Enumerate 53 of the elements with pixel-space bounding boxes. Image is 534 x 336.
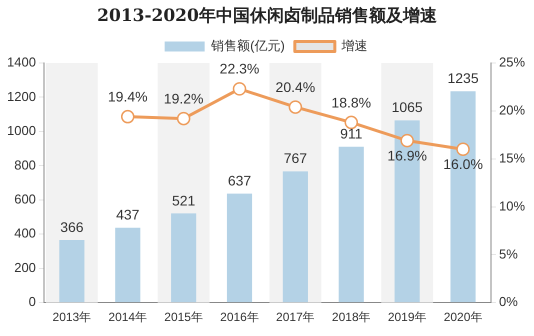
y2-tick-label: 25% — [498, 54, 526, 70]
data-label: 437 — [116, 206, 140, 223]
y-tick-label: 800 — [14, 157, 36, 172]
x-tick-label: 2019年 — [388, 310, 427, 324]
y-tick-label: 600 — [14, 191, 36, 206]
y2-tick-label: 15% — [498, 150, 526, 166]
y2-tick-label: 5% — [498, 246, 518, 262]
data-label: 22.3% — [220, 60, 260, 77]
point — [456, 142, 470, 156]
bar — [59, 240, 84, 302]
data-label: 1065 — [392, 99, 423, 116]
x-tick-label: 2014年 — [108, 310, 148, 324]
y-tick-label: 200 — [14, 260, 36, 275]
data-label: 521 — [172, 192, 196, 208]
y2-tick-label: 20% — [498, 102, 526, 118]
bar — [338, 146, 364, 302]
x-tick-label: 2016年 — [220, 310, 259, 324]
x-tick-label: 2020年 — [444, 310, 482, 324]
data-label: 19.2% — [164, 90, 204, 106]
point — [288, 100, 302, 114]
point — [120, 110, 134, 124]
point — [344, 116, 358, 130]
data-label: 637 — [228, 172, 252, 188]
legend-label: 销售额(亿元) — [210, 38, 285, 54]
y-tick-label: 1000 — [7, 123, 36, 138]
point — [400, 134, 414, 148]
chart-title: 2013-2020年中国休闲卤制品销售额及增速 — [96, 5, 438, 28]
y-tick-label: 1400 — [7, 54, 36, 70]
bar — [115, 228, 140, 302]
data-label: 366 — [60, 218, 84, 235]
x-tick-label: 2013年 — [52, 310, 92, 324]
y2-tick-label: 0% — [498, 294, 518, 310]
point — [176, 112, 190, 126]
y-tick-label: 400 — [14, 226, 36, 241]
x-tick-label: 2015年 — [164, 310, 203, 324]
data-label: 1235 — [447, 70, 479, 86]
data-label: 18.8% — [331, 94, 372, 110]
data-label: 16.9% — [387, 147, 428, 164]
point — [232, 82, 246, 96]
data-label: 911 — [340, 126, 363, 142]
bar — [226, 194, 252, 302]
data-label: 16.0% — [443, 156, 483, 172]
bar — [282, 171, 308, 302]
y2-tick-label: 10% — [498, 198, 526, 214]
data-label: 20.4% — [276, 78, 316, 95]
data-label: 19.4% — [108, 88, 148, 105]
bar — [171, 213, 196, 302]
legend-label: 增速 — [340, 38, 368, 54]
x-tick-label: 2018年 — [332, 310, 371, 324]
y-tick-label: 0 — [28, 294, 36, 310]
y-tick-label: 1200 — [7, 88, 36, 104]
x-tick-label: 2017年 — [276, 310, 315, 324]
data-label: 767 — [284, 150, 308, 166]
